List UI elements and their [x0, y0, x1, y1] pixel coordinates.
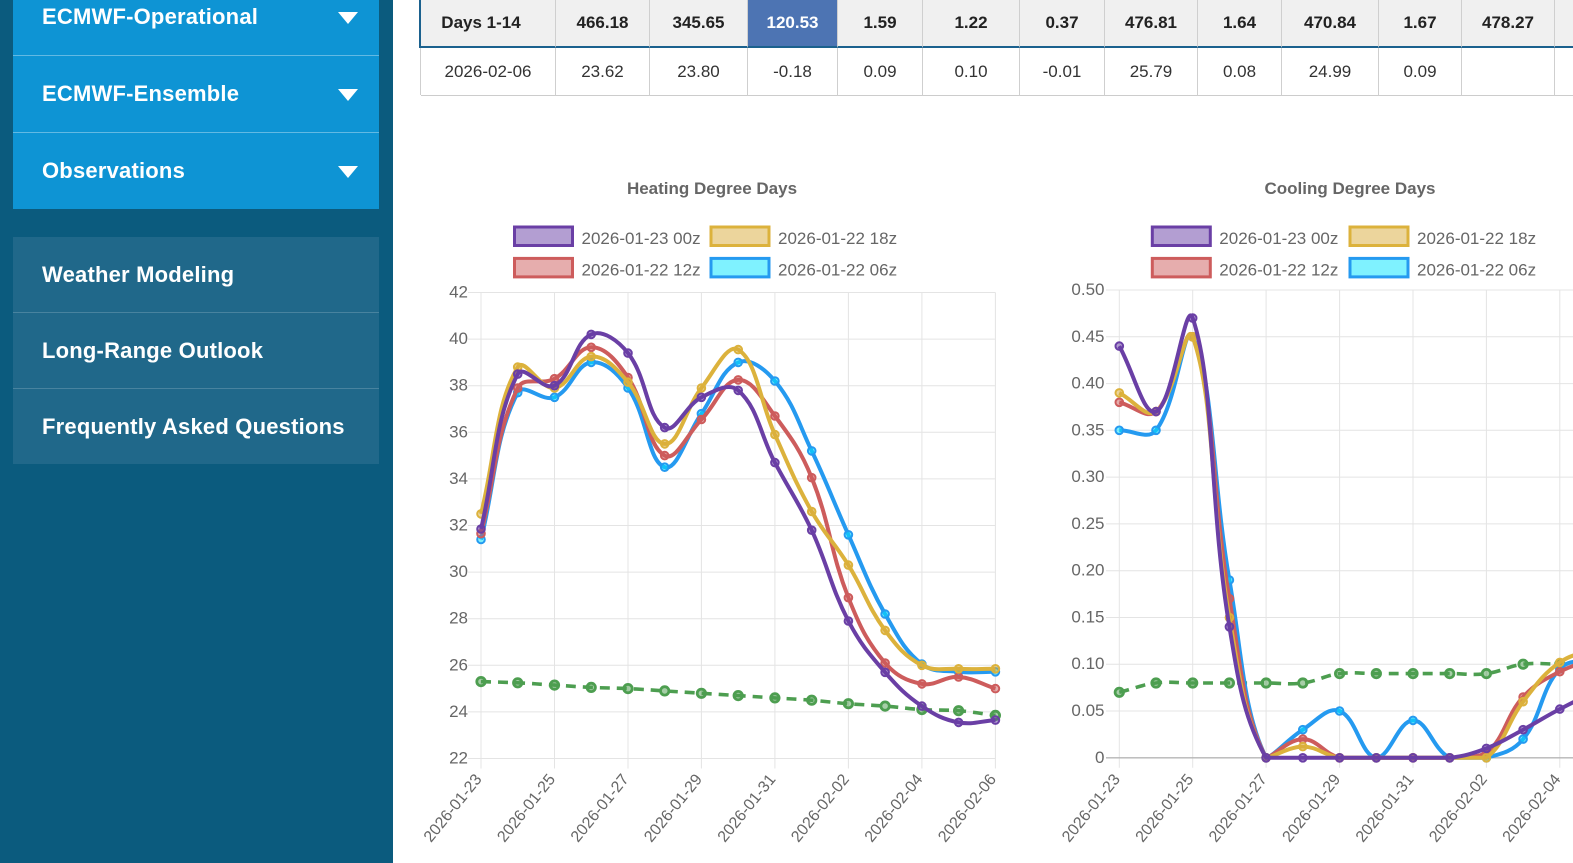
svg-text:2026-01-23 00z: 2026-01-23 00z	[1219, 229, 1338, 248]
svg-text:2026-02-04: 2026-02-04	[1500, 771, 1565, 845]
svg-text:0.50: 0.50	[1071, 280, 1104, 299]
svg-text:24: 24	[449, 702, 468, 721]
svg-text:0.15: 0.15	[1071, 608, 1104, 627]
svg-text:0.05: 0.05	[1071, 701, 1104, 720]
svg-text:26: 26	[449, 655, 468, 674]
svg-text:0.10: 0.10	[1071, 654, 1104, 673]
svg-text:2026-01-22 12z: 2026-01-22 12z	[1219, 260, 1338, 279]
svg-text:32: 32	[449, 516, 468, 535]
svg-text:2026-02-04: 2026-02-04	[862, 771, 927, 845]
svg-text:2026-02-02: 2026-02-02	[788, 771, 853, 845]
svg-text:2026-01-27: 2026-01-27	[1206, 771, 1271, 845]
svg-text:2026-01-29: 2026-01-29	[641, 771, 706, 845]
svg-text:2026-01-22 06z: 2026-01-22 06z	[1417, 260, 1536, 279]
svg-text:Heating Degree Days: Heating Degree Days	[627, 179, 797, 198]
svg-text:0: 0	[1095, 748, 1104, 767]
svg-text:2026-01-23: 2026-01-23	[421, 771, 486, 845]
svg-text:2026-01-22 18z: 2026-01-22 18z	[1417, 229, 1536, 248]
svg-text:2026-01-29: 2026-01-29	[1279, 771, 1344, 845]
svg-text:2026-01-25: 2026-01-25	[1133, 771, 1198, 845]
svg-text:0.35: 0.35	[1071, 420, 1104, 439]
svg-text:0.25: 0.25	[1071, 514, 1104, 533]
svg-text:28: 28	[449, 609, 468, 628]
svg-text:2026-01-22 12z: 2026-01-22 12z	[582, 260, 701, 279]
svg-text:34: 34	[449, 469, 468, 488]
svg-text:2026-01-23 00z: 2026-01-23 00z	[582, 229, 701, 248]
svg-text:36: 36	[449, 422, 468, 441]
svg-text:38: 38	[449, 376, 468, 395]
svg-text:2026-01-31: 2026-01-31	[1353, 771, 1418, 845]
svg-text:22: 22	[449, 749, 468, 768]
svg-text:2026-01-31: 2026-01-31	[715, 771, 780, 845]
svg-text:40: 40	[449, 329, 468, 348]
svg-text:2026-01-23: 2026-01-23	[1059, 771, 1124, 845]
svg-text:42: 42	[449, 283, 468, 302]
svg-text:2026-01-22 18z: 2026-01-22 18z	[778, 229, 897, 248]
svg-text:2026-01-27: 2026-01-27	[568, 771, 633, 845]
svg-text:2026-02-02: 2026-02-02	[1426, 771, 1491, 845]
svg-text:30: 30	[449, 562, 468, 581]
svg-text:2026-02-06: 2026-02-06	[935, 771, 1000, 845]
svg-text:2026-01-25: 2026-01-25	[494, 771, 559, 845]
svg-text:Cooling Degree Days: Cooling Degree Days	[1265, 179, 1436, 198]
svg-text:0.45: 0.45	[1071, 327, 1104, 346]
svg-text:0.30: 0.30	[1071, 467, 1104, 486]
svg-text:0.20: 0.20	[1071, 561, 1104, 580]
svg-text:2026-01-22 06z: 2026-01-22 06z	[778, 260, 897, 279]
svg-text:0.40: 0.40	[1071, 374, 1104, 393]
